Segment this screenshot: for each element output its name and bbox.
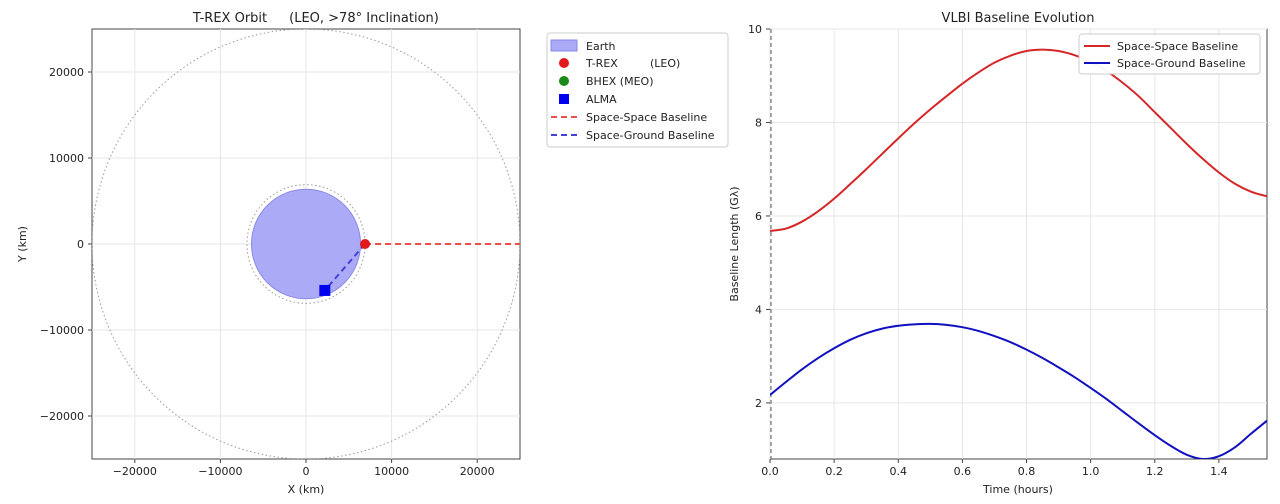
baseline-x-tick-label: 1.0 bbox=[1082, 465, 1100, 478]
baseline-y-tick-label: 2 bbox=[755, 397, 762, 410]
orbit-y-tick-label: −20000 bbox=[40, 410, 84, 423]
legend-earth-swatch bbox=[550, 39, 578, 52]
baseline-x-tick-label: 1.2 bbox=[1146, 465, 1164, 478]
baseline-ticks: 0.0 0.2 0.4 0.6 0.8 1.0 1.2 1.4 2 4 6 8 10 bbox=[748, 23, 1228, 478]
legend-trex-annotation: (LEO) bbox=[650, 57, 680, 70]
baseline-x-axis-label: Time (hours) bbox=[982, 483, 1053, 496]
orbit-x-tick-label: −20000 bbox=[113, 465, 157, 478]
legend-bhex-label: BHEX (MEO) bbox=[586, 75, 653, 88]
legend-ss-label: Space-Space Baseline bbox=[1117, 40, 1238, 53]
orbit-x-tick-label: −10000 bbox=[198, 465, 242, 478]
baseline-y-tick-label: 10 bbox=[748, 23, 762, 36]
baseline-y-tick-label: 8 bbox=[755, 116, 762, 129]
legend-alma-marker bbox=[559, 94, 569, 104]
orbit-x-tick-label: 10000 bbox=[374, 465, 409, 478]
orbit-plot: −20000 −10000 0 10000 20000 −20000 −10000 0 1000… bbox=[16, 11, 521, 496]
orbit-legend-box bbox=[546, 32, 729, 148]
orbit-content bbox=[92, 29, 520, 459]
orbit-y-axis-label: Y (km) bbox=[16, 226, 29, 263]
space-ground-series-line bbox=[770, 322, 1267, 459]
baseline-y-axis-label: Baseline Length (Gλ) bbox=[728, 186, 741, 301]
orbit-clipped bbox=[92, 29, 520, 459]
orbit-y-tick-label: 0 bbox=[77, 238, 84, 251]
earth-disk bbox=[250, 188, 362, 300]
baseline-y-tick-label: 4 bbox=[755, 303, 762, 316]
baseline-x-tick-label: 0.8 bbox=[1018, 465, 1036, 478]
orbit-legend: Earth T-REX (LEO) BHEX (MEO) ALMA Space-… bbox=[546, 32, 729, 148]
trex-marker bbox=[360, 239, 371, 249]
baseline-plot-frame bbox=[769, 28, 1268, 460]
legend-trex-label: T-REX bbox=[585, 57, 618, 70]
orbit-x-axis-label: X (km) bbox=[288, 483, 325, 496]
legend-bhex-marker bbox=[559, 76, 569, 86]
baseline-plot: 0.0 0.2 0.4 0.6 0.8 1.0 1.2 1.4 2 4 6 8 10 VLBI Base… bbox=[728, 11, 1268, 496]
baseline-legend: Space-Space Baseline Space-Ground Baseli… bbox=[1078, 33, 1261, 75]
legend-space-space-label: Space-Space Baseline bbox=[586, 111, 707, 124]
legend-alma-label: ALMA bbox=[586, 93, 617, 106]
baseline-x-tick-label: 1.4 bbox=[1210, 465, 1228, 478]
alma-marker bbox=[319, 284, 331, 296]
baseline-legend-box bbox=[1078, 33, 1261, 75]
orbit-subtitle: (LEO, >78° Inclination) bbox=[289, 11, 439, 26]
space-ground-baseline bbox=[324, 243, 366, 292]
orbit-ticks: −20000 −10000 0 10000 20000 −20000 −10000 0 1000… bbox=[40, 66, 495, 478]
orbit-y-tick-label: −10000 bbox=[40, 324, 84, 337]
baseline-series bbox=[770, 29, 1267, 459]
orbit-y-tick-label: 20000 bbox=[49, 66, 84, 79]
baseline-y-tick-label: 6 bbox=[755, 210, 762, 223]
baseline-x-tick-label: 0.4 bbox=[890, 465, 908, 478]
legend-sg-label: Space-Ground Baseline bbox=[1117, 57, 1246, 70]
baseline-x-tick-label: 0.0 bbox=[761, 465, 779, 478]
orbit-title: T-REX Orbit bbox=[192, 11, 267, 26]
orbit-y-tick-label: 10000 bbox=[49, 152, 84, 165]
baseline-x-tick-label: 0.2 bbox=[825, 465, 843, 478]
space-space-series-line bbox=[770, 48, 1267, 232]
legend-space-ground-label: Space-Ground Baseline bbox=[586, 129, 715, 142]
baseline-clipped bbox=[770, 29, 1267, 459]
orbit-grid bbox=[92, 29, 520, 459]
orbit-x-tick-label: 20000 bbox=[460, 465, 495, 478]
orbit-x-tick-label: 0 bbox=[303, 465, 310, 478]
legend-earth-label: Earth bbox=[586, 40, 616, 53]
baseline-x-tick-label: 0.6 bbox=[954, 465, 972, 478]
baseline-title: VLBI Baseline Evolution bbox=[942, 11, 1095, 26]
legend-trex-marker bbox=[559, 58, 569, 68]
